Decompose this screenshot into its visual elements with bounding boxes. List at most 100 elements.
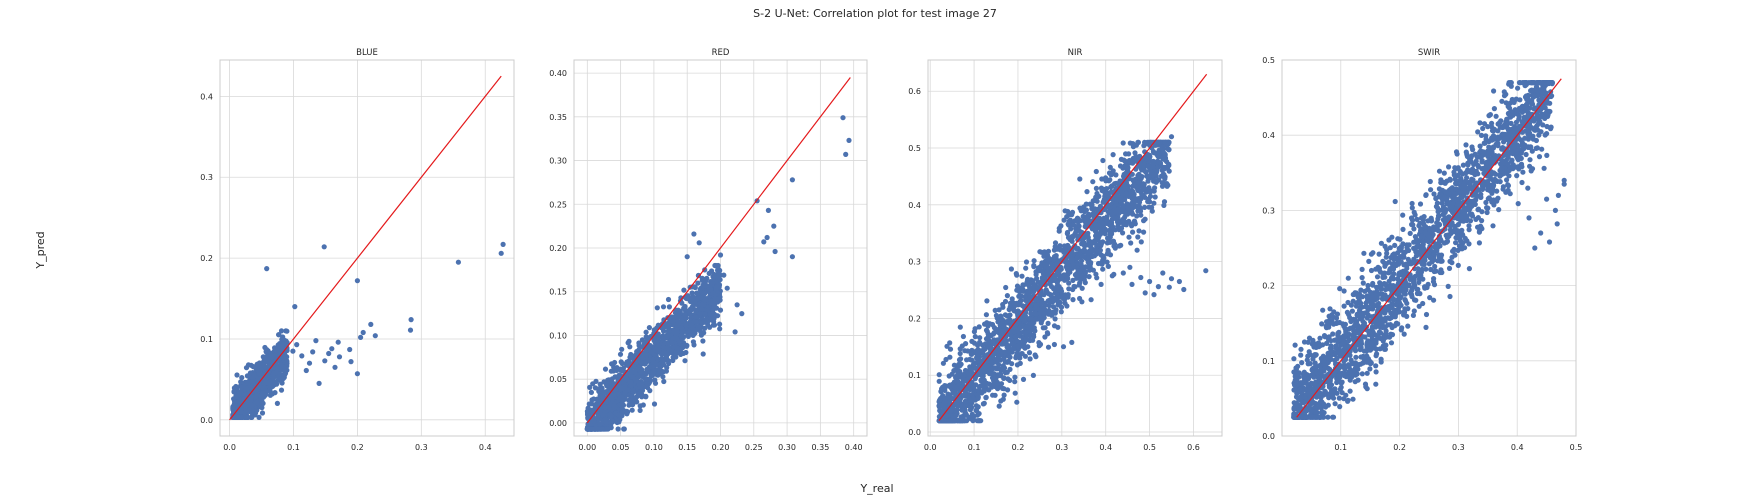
- scatter-point: [1130, 204, 1136, 211]
- scatter-point: [982, 321, 988, 327]
- scatter-point: [700, 351, 706, 357]
- scatter-point: [233, 414, 239, 420]
- scatter-point: [968, 398, 974, 404]
- scatter-point: [636, 381, 642, 387]
- scatter-point: [1084, 214, 1090, 220]
- scatter-point: [283, 328, 289, 334]
- scatter-point: [1120, 192, 1126, 198]
- scatter-point: [706, 270, 712, 276]
- figure-xlabel: Y_real: [859, 482, 893, 495]
- scatter-point: [599, 426, 605, 432]
- x-tick-label: 0.4: [1099, 443, 1112, 452]
- scatter-point: [1128, 221, 1134, 227]
- scatter-point: [588, 389, 595, 395]
- figure-title: S-2 U-Net: Correlation plot for test ima…: [753, 7, 997, 20]
- scatter-point: [1077, 176, 1083, 182]
- x-tick-label: 0.40: [845, 443, 863, 452]
- scatter-series: [936, 134, 1209, 424]
- scatter-point: [846, 137, 852, 143]
- scatter-point: [1033, 354, 1039, 360]
- scatter-point: [1026, 350, 1033, 356]
- scatter-point: [966, 370, 972, 376]
- scatter-point: [263, 348, 269, 355]
- scatter-point: [695, 296, 701, 302]
- scatter-point: [957, 346, 963, 352]
- scatter-point: [261, 358, 267, 364]
- x-tick-label: 0.00: [578, 443, 596, 452]
- scatter-point: [1081, 218, 1087, 224]
- scatter-point: [611, 403, 617, 409]
- scatter-point: [711, 271, 717, 278]
- scatter-point: [1150, 162, 1156, 168]
- scatter-point: [956, 363, 962, 369]
- scatter-point: [1110, 238, 1117, 244]
- scatter-point: [700, 338, 706, 344]
- scatter-point: [669, 340, 676, 346]
- scatter-point: [269, 391, 275, 397]
- scatter-point: [1038, 263, 1044, 270]
- scatter-point: [626, 402, 632, 408]
- scatter-point: [604, 426, 610, 432]
- scatter-point: [1496, 207, 1502, 213]
- scatter-point: [1166, 147, 1172, 153]
- scatter-point: [717, 252, 724, 258]
- scatter-point: [626, 371, 632, 377]
- scatter-point: [269, 354, 275, 361]
- scatter-point: [619, 394, 625, 400]
- scatter-point: [621, 378, 627, 384]
- scatter-point: [1104, 217, 1110, 223]
- scatter-point: [942, 401, 948, 407]
- scatter-point: [992, 307, 998, 313]
- scatter-point: [1034, 275, 1040, 282]
- x-tick-label: 0.15: [678, 443, 696, 452]
- scatter-point: [708, 287, 714, 293]
- scatter-point: [1070, 277, 1076, 283]
- scatter-point: [644, 366, 650, 372]
- scatter-point: [1107, 232, 1113, 239]
- scatter-point: [666, 360, 672, 367]
- scatter-point: [1013, 333, 1019, 339]
- x-tick-label: 0.1: [1334, 443, 1347, 452]
- scatter-series: [230, 241, 506, 420]
- scatter-point: [1132, 221, 1138, 227]
- scatter-point: [972, 334, 978, 340]
- scatter-point: [1112, 191, 1118, 197]
- scatter-point: [1045, 266, 1051, 272]
- scatter-point: [1168, 276, 1175, 282]
- scatter-point: [1002, 298, 1009, 305]
- scatter-point: [232, 408, 238, 414]
- scatter-point: [697, 325, 703, 331]
- scatter-point: [1012, 374, 1018, 380]
- scatter-point: [682, 304, 688, 310]
- scatter-point: [1041, 279, 1048, 285]
- scatter-point: [273, 347, 279, 353]
- scatter-point: [283, 341, 289, 347]
- scatter-point: [952, 388, 958, 394]
- scatter-point: [1007, 354, 1013, 360]
- scatter-point: [1069, 212, 1075, 218]
- scatter-point: [1070, 297, 1076, 303]
- scatter-point: [998, 398, 1004, 404]
- scatter-point: [976, 411, 982, 417]
- scatter-point: [620, 365, 627, 371]
- scatter-point: [1052, 276, 1058, 282]
- scatter-point: [254, 400, 260, 406]
- scatter-point: [734, 302, 740, 308]
- scatter-point: [1023, 265, 1029, 271]
- scatter-point: [625, 387, 631, 393]
- y-tick-label: 0.5: [908, 144, 921, 153]
- scatter-point: [956, 396, 962, 402]
- scatter-point: [990, 392, 996, 398]
- scatter-point: [988, 358, 994, 364]
- scatter-point: [643, 394, 649, 400]
- scatter-point: [693, 314, 699, 320]
- scatter-point: [1001, 375, 1007, 381]
- scatter-point: [642, 361, 648, 367]
- scatter-point: [281, 355, 287, 361]
- scatter-point: [962, 398, 968, 404]
- scatter-point: [1012, 390, 1018, 396]
- y-tick-label: 0.2: [1262, 282, 1275, 291]
- scatter-point: [626, 338, 632, 344]
- scatter-point: [1150, 158, 1156, 164]
- y-tick-label: 0.4: [908, 201, 921, 210]
